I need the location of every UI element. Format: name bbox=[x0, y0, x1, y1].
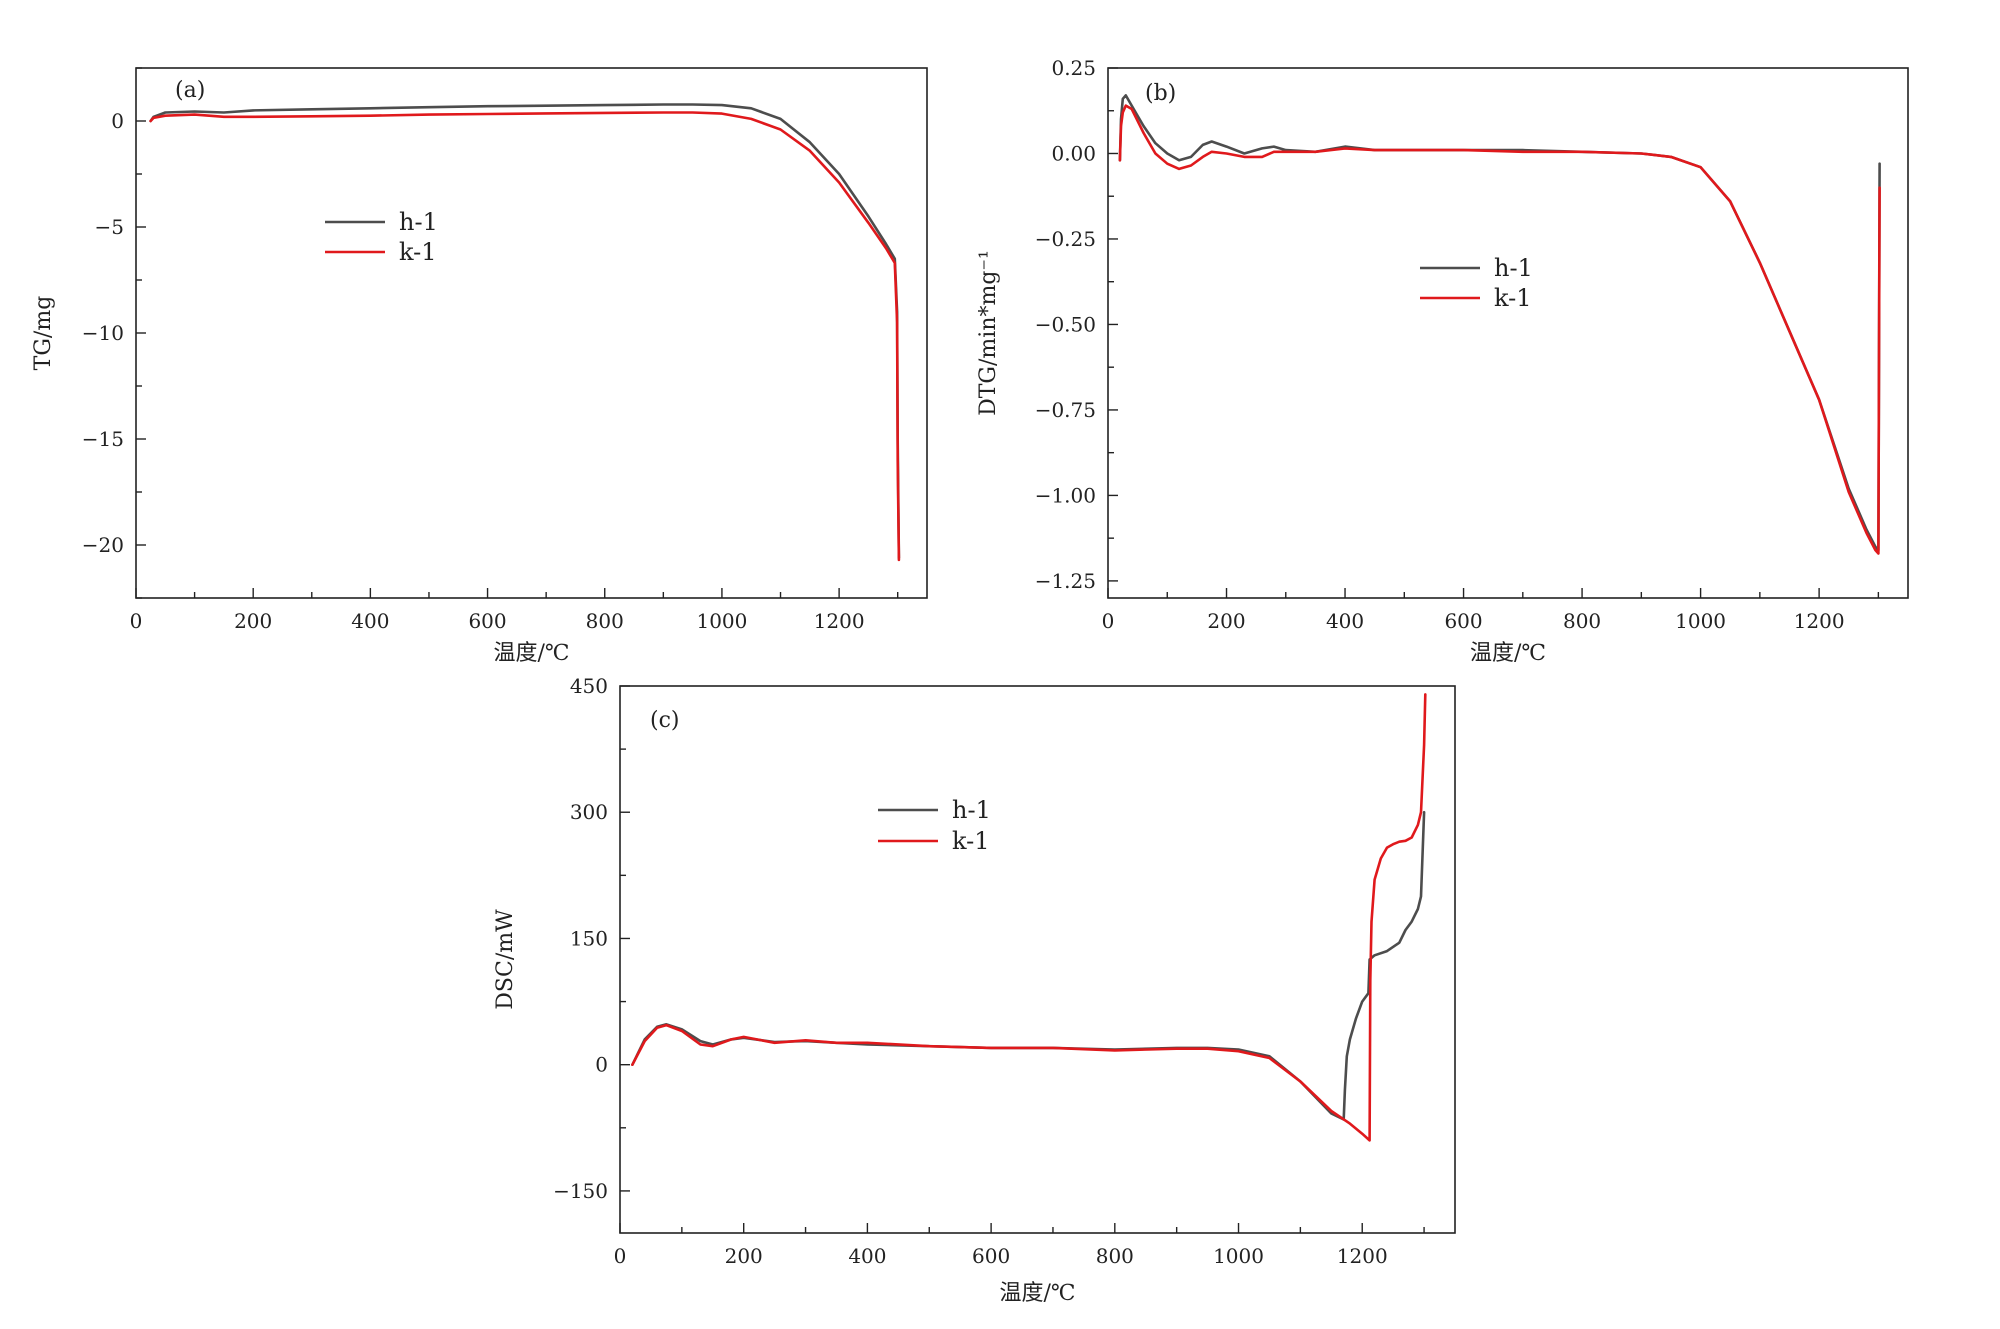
x-tick-label: 1200 bbox=[1794, 609, 1845, 633]
y-tick-label: −0.25 bbox=[1035, 227, 1096, 251]
chart-panel-b: 0 200 400 600 800 1000 1200 0.25 0.00 −0.25 −0.50 −… bbox=[976, 56, 1909, 666]
chart-panel-c: 0 200 400 600 800 1000 1200 450 300 150 0 −150 h-1 k-… bbox=[493, 674, 1456, 1306]
series-line-k-1 bbox=[631, 693, 1427, 1142]
y-axis-label: DSC/mW bbox=[493, 909, 518, 1010]
x-axis-label: 温度/℃ bbox=[1470, 641, 1546, 666]
y-axis-label: DTG/min*mg⁻¹ bbox=[976, 250, 1001, 416]
x-tick-label: 800 bbox=[1563, 609, 1601, 633]
plot-frame bbox=[135, 67, 928, 599]
y-tick-label: −1.25 bbox=[1035, 569, 1096, 593]
series-line-h-1 bbox=[631, 810, 1426, 1121]
panel-label: (b) bbox=[1145, 81, 1176, 106]
x-tick-label: 400 bbox=[848, 1244, 886, 1268]
y-tick-label: 300 bbox=[570, 800, 608, 824]
y-tick-label: 0 bbox=[595, 1053, 608, 1077]
x-tick-label: 1200 bbox=[1337, 1244, 1388, 1268]
x-tick-label: 200 bbox=[1207, 609, 1245, 633]
y-tick-label: 450 bbox=[570, 674, 608, 698]
y-tick-label: −10 bbox=[82, 321, 124, 345]
y-tick-label: 0.25 bbox=[1051, 56, 1096, 80]
x-tick-label: 600 bbox=[1444, 609, 1482, 633]
legend-label-h-1: h-1 bbox=[399, 208, 438, 236]
x-axis-label: 温度/℃ bbox=[999, 1281, 1075, 1306]
y-tick-label: −150 bbox=[553, 1179, 608, 1203]
x-axis-label: 温度/℃ bbox=[493, 641, 569, 666]
legend-label-k-1: k-1 bbox=[1494, 284, 1532, 312]
x-tick-label: 800 bbox=[1096, 1244, 1134, 1268]
legend-label-k-1: k-1 bbox=[399, 238, 437, 266]
x-tick-label: 0 bbox=[130, 609, 143, 633]
y-tick-label: 0 bbox=[111, 109, 124, 133]
x-tick-label: 400 bbox=[351, 609, 389, 633]
y-tick-label: 0.00 bbox=[1051, 141, 1096, 165]
y-axis-label: TG/mg bbox=[31, 296, 56, 371]
y-tick-label: −0.50 bbox=[1035, 312, 1096, 336]
x-tick-label: 1000 bbox=[1213, 1244, 1264, 1268]
y-tick-label: −0.75 bbox=[1035, 398, 1096, 422]
y-tick-label: −20 bbox=[82, 533, 124, 557]
legend-label-h-1: h-1 bbox=[952, 796, 991, 824]
legend-label-k-1: k-1 bbox=[952, 827, 990, 855]
y-tick-label: −15 bbox=[82, 427, 124, 451]
panel-label: (a) bbox=[175, 78, 205, 103]
series-line-k-1 bbox=[149, 111, 901, 562]
series-line-h-1 bbox=[149, 103, 901, 559]
y-tick-label: 150 bbox=[570, 926, 608, 950]
x-tick-label: 600 bbox=[468, 609, 506, 633]
x-tick-label: 200 bbox=[234, 609, 272, 633]
x-tick-label: 0 bbox=[1102, 609, 1115, 633]
x-tick-label: 1000 bbox=[696, 609, 747, 633]
y-tick-label: −1.00 bbox=[1035, 483, 1096, 507]
x-tick-label: 800 bbox=[586, 609, 624, 633]
x-tick-label: 200 bbox=[725, 1244, 763, 1268]
series-line-h-1 bbox=[1118, 94, 1881, 552]
plot-frame bbox=[1107, 67, 1909, 599]
x-tick-label: 1200 bbox=[814, 609, 865, 633]
y-tick-label: −5 bbox=[95, 215, 124, 239]
x-tick-label: 1000 bbox=[1675, 609, 1726, 633]
legend-label-h-1: h-1 bbox=[1494, 254, 1533, 282]
chart-panel-a: 0 200 400 600 800 1000 1200 0 −5 −10 −15 −20 h-1k-1 (… bbox=[31, 67, 928, 666]
panel-label: (c) bbox=[650, 708, 680, 733]
plot-frame bbox=[619, 685, 1456, 1234]
x-tick-label: 0 bbox=[614, 1244, 627, 1268]
series-line-k-1 bbox=[1118, 104, 1881, 555]
x-tick-label: 600 bbox=[972, 1244, 1010, 1268]
x-tick-label: 400 bbox=[1326, 609, 1364, 633]
